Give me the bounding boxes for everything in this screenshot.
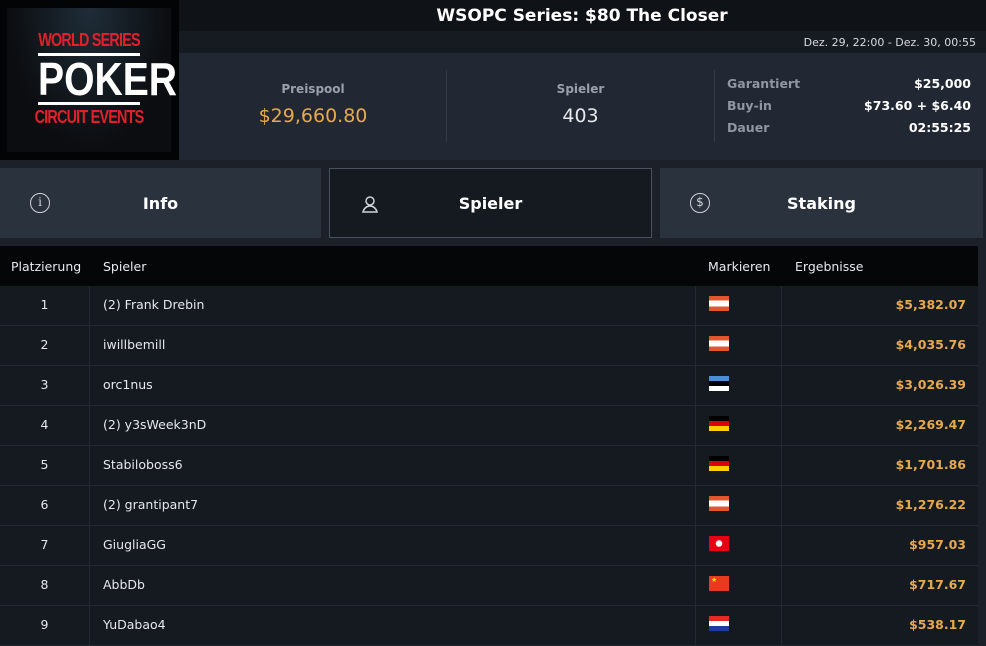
flag-de-icon: [709, 456, 729, 471]
table-row[interactable]: 4 (2) y3sWeek3nD $2,269.47: [0, 406, 978, 446]
player-name[interactable]: Stabiloboss6: [103, 457, 183, 472]
divider: [714, 70, 715, 142]
flag-cell: [695, 366, 782, 405]
table-row[interactable]: 2 iwillbemill $4,035.76: [0, 326, 978, 366]
table-row[interactable]: 1 (2) Frank Drebin $5,382.07: [0, 286, 978, 326]
flag-cell: [695, 406, 782, 445]
flag-tn-icon: [709, 536, 729, 551]
flag-cell: ★: [695, 566, 782, 605]
flag-cell: [695, 486, 782, 525]
result-value: $1,701.86: [895, 457, 966, 472]
result-value: $4,035.76: [895, 337, 966, 352]
result-value: $5,382.07: [895, 297, 966, 312]
result-value: $2,269.47: [895, 417, 966, 432]
flag-cn-icon: ★: [709, 576, 729, 591]
flag-at-icon: [709, 296, 729, 311]
place-cell: 4: [0, 406, 90, 445]
prizepool-value: $29,660.80: [258, 105, 368, 127]
tab-label: Info: [142, 193, 179, 213]
header-mark[interactable]: Markieren: [708, 259, 771, 274]
table-row[interactable]: 6 (2) grantipant7 $1,276.22: [0, 486, 978, 526]
players-stat: Spieler 403: [447, 53, 714, 160]
result-value: $538.17: [909, 617, 966, 632]
players-label: Spieler: [556, 82, 605, 96]
guaranteed-label: Garantiert: [727, 76, 801, 91]
player-name[interactable]: AbbDb: [103, 577, 145, 592]
header-results[interactable]: Ergebnisse: [795, 259, 864, 274]
player-name[interactable]: YuDabao4: [103, 617, 166, 632]
tab-info[interactable]: i Info: [0, 168, 321, 238]
table-row[interactable]: 8 AbbDb ★ $717.67: [0, 566, 978, 606]
flag-at-icon: [709, 496, 729, 511]
player-name[interactable]: GiugliaGG: [103, 537, 166, 552]
place-cell: 3: [0, 366, 90, 405]
result-value: $1,276.22: [895, 497, 966, 512]
flag-hr-icon: [709, 616, 729, 631]
player-name[interactable]: (2) y3sWeek3nD: [103, 417, 207, 432]
table-row[interactable]: 7 GiugliaGG $957.03: [0, 526, 978, 566]
result-value: $3,026.39: [895, 377, 966, 392]
place-cell: 9: [0, 606, 90, 645]
place-cell: 5: [0, 446, 90, 485]
divider: [446, 70, 447, 142]
flag-cell: [695, 286, 782, 325]
table-header: Platzierung Spieler Markieren Ergebnisse: [0, 246, 978, 286]
date-range: Dez. 29, 22:00 - Dez. 30, 00:55: [0, 31, 986, 53]
place-cell: 6: [0, 486, 90, 525]
result-value: $957.03: [909, 537, 966, 552]
header-place[interactable]: Platzierung: [11, 259, 82, 274]
buyin-label: Buy-in: [727, 98, 772, 113]
player-name[interactable]: orc1nus: [103, 377, 153, 392]
duration-value: 02:55:25: [908, 120, 971, 135]
flag-cell: [695, 326, 782, 365]
prizepool-label: Preispool: [281, 82, 345, 96]
user-icon: [360, 194, 380, 214]
flag-cell: [695, 606, 782, 645]
table-row[interactable]: 5 Stabiloboss6 $1,701.86: [0, 446, 978, 486]
tab-players[interactable]: Spieler: [329, 168, 652, 238]
tab-label: Staking: [787, 193, 856, 213]
place-cell: 1: [0, 286, 90, 325]
duration-label: Dauer: [727, 120, 770, 135]
flag-de-icon: [709, 416, 729, 431]
tab-staking[interactable]: $ Staking: [660, 168, 983, 238]
guaranteed-value: $25,000: [914, 76, 971, 91]
prizepool-stat: Preispool $29,660.80: [179, 53, 447, 160]
results-table: 1 (2) Frank Drebin $5,382.07 2 iwillbemil…: [0, 286, 978, 646]
place-cell: 2: [0, 326, 90, 365]
info-icon: i: [30, 193, 50, 213]
dollar-coin-icon: $: [690, 193, 710, 213]
flag-cell: [695, 446, 782, 485]
flag-ee-icon: [709, 376, 729, 391]
table-row[interactable]: 3 orc1nus $3,026.39: [0, 366, 978, 406]
result-value: $717.67: [909, 577, 966, 592]
buyin-value: $73.60 + $6.40: [864, 98, 971, 113]
players-value: 403: [562, 105, 599, 127]
header-player[interactable]: Spieler: [103, 259, 147, 274]
place-cell: 8: [0, 566, 90, 605]
flag-at-icon: [709, 336, 729, 351]
tab-label: Spieler: [458, 193, 523, 213]
wsop-logo: WORLD SERIES POKER CIRCUIT EVENTS: [0, 0, 179, 160]
tournament-details: Garantiert $25,000 Buy-in $73.60 + $6.40 D…: [727, 76, 971, 142]
table-row[interactable]: 9 YuDabao4 $538.17: [0, 606, 978, 646]
player-name[interactable]: (2) Frank Drebin: [103, 297, 205, 312]
place-cell: 7: [0, 526, 90, 565]
flag-cell: [695, 526, 782, 565]
player-name[interactable]: (2) grantipant7: [103, 497, 199, 512]
player-name[interactable]: iwillbemill: [103, 337, 166, 352]
